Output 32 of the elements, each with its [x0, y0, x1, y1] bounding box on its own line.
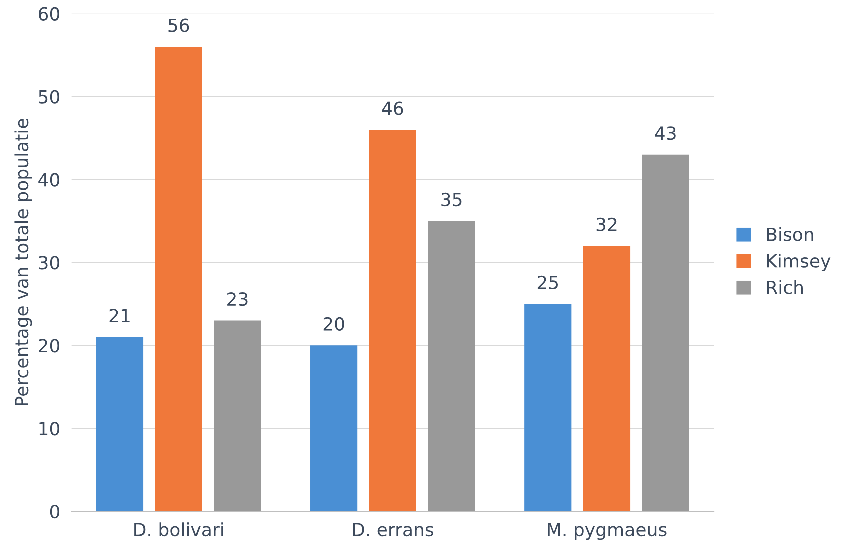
legend-label: Kimsey — [767, 254, 831, 272]
y-tick-label: 60 — [39, 7, 60, 21]
data-label: 32 — [596, 218, 617, 232]
bar — [310, 346, 358, 512]
bar — [524, 304, 572, 512]
y-tick-label: 20 — [39, 339, 60, 353]
bar — [214, 320, 262, 512]
y-tick-label: 40 — [38, 173, 60, 187]
y-axis-title: Percentage van totale populatie — [14, 119, 32, 406]
x-tick-label: D. errans — [353, 523, 434, 537]
y-tick-label: 10 — [40, 422, 60, 436]
data-label: 20 — [324, 317, 344, 332]
bar — [642, 154, 690, 512]
x-tick-label: M. pygmaeus — [548, 523, 667, 540]
data-label: 25 — [538, 276, 558, 290]
bar — [369, 130, 416, 512]
y-tick-label: 50 — [39, 90, 60, 104]
legend-label: Bison — [767, 227, 814, 242]
bar — [428, 221, 476, 512]
bar — [155, 47, 202, 512]
data-label: 23 — [228, 292, 248, 306]
y-tick-label: 0 — [50, 504, 60, 519]
data-label: 56 — [168, 18, 190, 32]
data-label: 46 — [382, 102, 404, 116]
legend-label: Rich — [767, 280, 803, 294]
data-label: 21 — [110, 309, 130, 322]
bar — [583, 246, 631, 512]
y-tick-label: 30 — [39, 256, 60, 270]
bar — [96, 337, 144, 512]
x-tick-label: D. bolivari — [134, 522, 224, 537]
data-label: 35 — [442, 192, 462, 207]
data-label: 43 — [655, 126, 676, 140]
